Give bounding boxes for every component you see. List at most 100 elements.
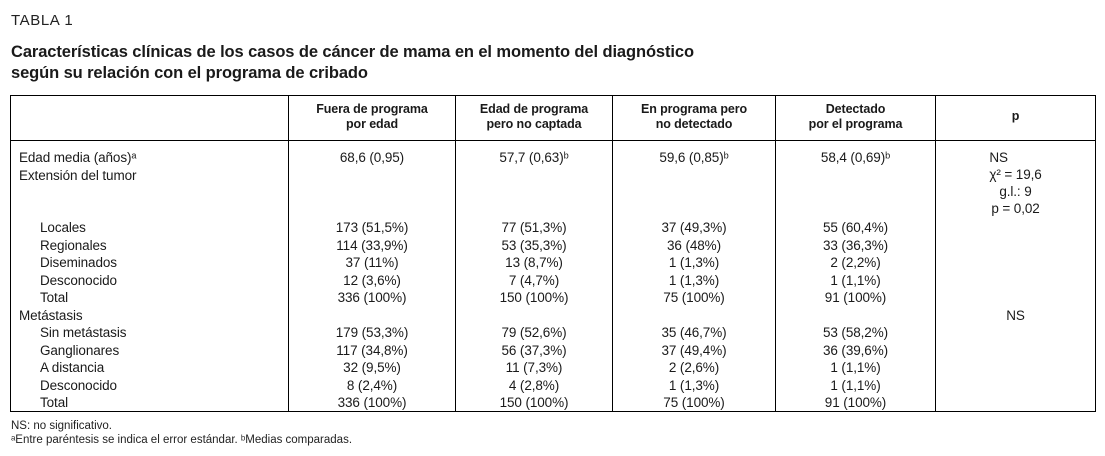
row-label: Diseminados <box>40 255 117 271</box>
value-cell <box>775 306 936 324</box>
value-cell: 1 (1,1%) <box>775 376 936 394</box>
value-cell: 173 (51,5%) <box>288 219 456 237</box>
column-header-edad-de-programa: Edad de programa pero no captada <box>455 95 613 141</box>
section-label: Extensión del tumor <box>19 167 137 183</box>
row-label <box>11 202 289 220</box>
value-cell: 12 (3,6%) <box>288 271 456 289</box>
value-cell: 58,4 (0,69)ᵇ <box>775 140 936 167</box>
value-cell: 36 (39,6%) <box>775 341 936 359</box>
value-cell: 75 (100%) <box>612 394 776 412</box>
value-cell: 59,6 (0,85)ᵇ <box>612 140 776 167</box>
value-cell: 8 (2,4%) <box>288 376 456 394</box>
header-row: Fuera de programa por edad Edad de progr… <box>10 95 1096 141</box>
value-cell: 57,7 (0,63)ᵇ <box>455 140 613 167</box>
value-cell <box>455 184 613 202</box>
table-header: Fuera de programa por edad Edad de progr… <box>10 95 1096 141</box>
row-label <box>11 184 289 202</box>
footnote-ns: NS: no significativo. <box>11 420 112 432</box>
clinical-characteristics-table: Fuera de programa por edad Edad de progr… <box>10 95 1096 412</box>
value-cell: 53 (35,3%) <box>455 236 613 254</box>
value-cell: 4 (2,8%) <box>455 376 613 394</box>
value-cell: 1 (1,3%) <box>612 271 776 289</box>
row-label: Total <box>40 395 69 410</box>
value-cell <box>612 201 776 219</box>
value-cell: 150 (100%) <box>455 289 613 307</box>
table-row-diseminados: Diseminados 37 (11%) 13 (8,7%) 1 (1,3%) … <box>11 254 1096 272</box>
table-row-spacer <box>11 184 1096 202</box>
table-label: TABLA 1 <box>11 12 74 29</box>
value-cell: 150 (100%) <box>455 394 613 412</box>
value-cell: 37 (49,3%) <box>612 219 776 237</box>
value-cell: 1 (1,3%) <box>612 376 776 394</box>
corner-cell <box>10 95 289 141</box>
value-cell <box>288 184 456 202</box>
value-cell: 75 (100%) <box>612 289 776 307</box>
value-cell: 55 (60,4%) <box>775 219 936 237</box>
table-row-total-extension: Total 336 (100%) 150 (100%) 75 (100%) 91… <box>11 289 1096 307</box>
value-cell: 77 (51,3%) <box>455 219 613 237</box>
p-ns: NS <box>1006 307 1025 323</box>
value-cell <box>288 201 456 219</box>
value-cell: 37 (49,4%) <box>612 341 776 359</box>
value-cell <box>775 166 936 184</box>
column-header-p: p <box>935 95 1096 141</box>
table-row-desconocido-extension: Desconocido 12 (3,6%) 7 (4,7%) 1 (1,3%) … <box>11 271 1096 289</box>
row-label: Regionales <box>40 237 107 253</box>
value-cell: 11 (7,3%) <box>455 359 613 377</box>
row-label: Locales <box>40 220 86 236</box>
column-header-detectado: Detectado por el programa <box>775 95 936 141</box>
table-row-sin-metastasis: Sin metástasis 179 (53,3%) 79 (52,6%) 35… <box>11 324 1096 342</box>
value-cell: 336 (100%) <box>288 394 456 412</box>
table-row-edad-media: Edad media (años)ᵃ 68,6 (0,95) 57,7 (0,6… <box>11 140 1096 307</box>
table-row-regionales: Regionales 114 (33,9%) 53 (35,3%) 36 (48… <box>11 236 1096 254</box>
table-body: Edad media (años)ᵃ 68,6 (0,95) 57,7 (0,6… <box>11 140 1096 412</box>
value-cell: 1 (1,1%) <box>775 359 936 377</box>
column-header-fuera-de-programa: Fuera de programa por edad <box>288 95 456 141</box>
p-ns: NS <box>989 150 1008 165</box>
table-row-a-distancia: A distancia 32 (9,5%) 11 (7,3%) 2 (2,6%)… <box>11 359 1096 377</box>
value-cell <box>455 166 613 184</box>
value-cell: 56 (37,3%) <box>455 341 613 359</box>
value-cell: 36 (48%) <box>612 236 776 254</box>
value-cell: 114 (33,9%) <box>288 236 456 254</box>
table-title: Características clínicas de los casos de… <box>11 43 694 82</box>
row-label: Edad media (años)ᵃ <box>19 150 137 166</box>
value-cell: 1 (1,3%) <box>612 254 776 272</box>
value-cell: 1 (1,1%) <box>775 271 936 289</box>
value-cell: 336 (100%) <box>288 289 456 307</box>
value-cell: 117 (34,8%) <box>288 341 456 359</box>
value-cell <box>612 306 776 324</box>
value-cell: 68,6 (0,95) <box>288 140 456 167</box>
table-row-ganglionares: Ganglionares 117 (34,8%) 56 (37,3%) 37 (… <box>11 341 1096 359</box>
value-cell <box>288 306 456 324</box>
p-value-block-metastasis: NS <box>935 306 1096 412</box>
value-cell: 2 (2,2%) <box>775 254 936 272</box>
value-cell: 33 (36,3%) <box>775 236 936 254</box>
row-label: Sin metástasis <box>40 325 127 341</box>
value-cell: 79 (52,6%) <box>455 324 613 342</box>
value-cell <box>455 201 613 219</box>
value-cell: 13 (8,7%) <box>455 254 613 272</box>
value-cell: 179 (53,3%) <box>288 324 456 342</box>
value-cell: 53 (58,2%) <box>775 324 936 342</box>
value-cell <box>775 184 936 202</box>
value-cell: 7 (4,7%) <box>455 271 613 289</box>
table-row-extension-del-tumor: Extensión del tumor <box>11 166 1096 184</box>
value-cell <box>612 166 776 184</box>
value-cell <box>775 201 936 219</box>
value-cell: 91 (100%) <box>775 394 936 412</box>
table-row-spacer <box>11 201 1096 220</box>
row-label: Desconocido <box>40 272 117 288</box>
value-cell: 37 (11%) <box>288 254 456 272</box>
table-row-locales: Locales 173 (51,5%) 77 (51,3%) 37 (49,3%… <box>11 219 1096 237</box>
column-header-en-programa: En programa pero no detectado <box>612 95 776 141</box>
value-cell <box>288 166 456 184</box>
chi-square-value: χ² = 19,6 <box>989 167 1042 182</box>
row-label: Total <box>40 290 69 306</box>
value-cell: 35 (46,7%) <box>612 324 776 342</box>
row-label: A distancia <box>40 360 105 376</box>
p-value-block-extension: NS χ² = 19,6 g.l.: 9 p = 0,02 <box>935 140 1096 307</box>
value-cell: 2 (2,6%) <box>612 359 776 377</box>
table-row-desconocido-metastasis: Desconocido 8 (2,4%) 4 (2,8%) 1 (1,3%) 1… <box>11 376 1096 394</box>
